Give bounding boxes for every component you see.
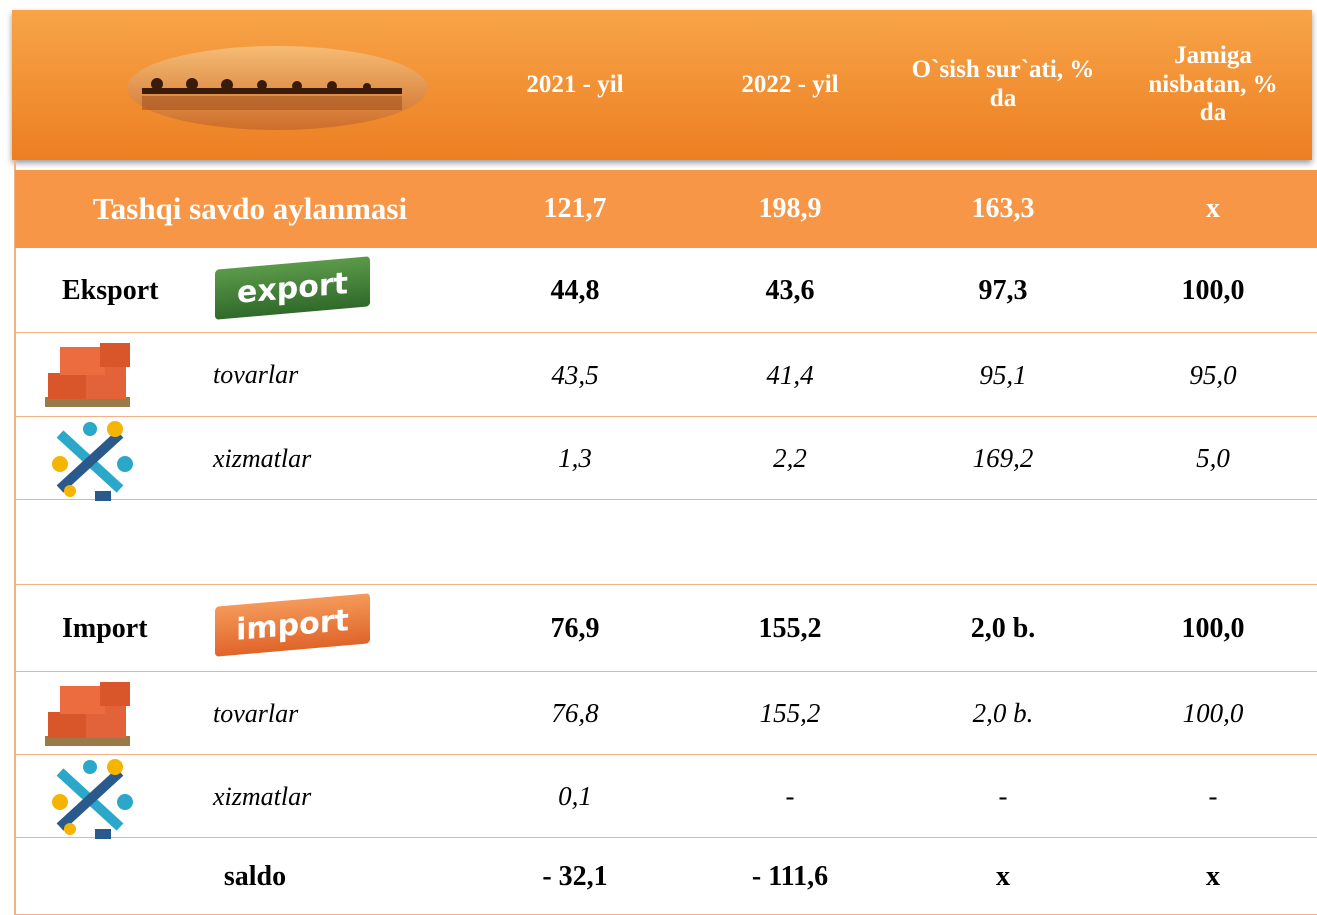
row-value: 198,9 [690,170,890,248]
row-value: 163,3 [903,170,1103,248]
row-value: 95,0 [1113,333,1313,417]
row-value: 2,0 b. [903,672,1103,755]
row-value: 95,1 [903,333,1103,417]
left-border [14,160,16,915]
row-value: 0,1 [475,755,675,838]
row-value: 100,0 [1113,672,1313,755]
row-value: 100,0 [1113,585,1313,672]
row-value: 97,3 [903,248,1103,333]
row-value: 100,0 [1113,248,1313,333]
tools-icon [40,419,140,502]
row-label: saldo [180,838,330,915]
boxes-icon [40,674,140,757]
row-label: tovarlar [195,333,355,417]
row-divider [15,584,1317,585]
page: 2021 - yil2022 - yilO`sish sur`ati, % da… [0,0,1317,915]
export-badge: export [215,256,370,320]
row-value: x [1113,838,1313,915]
row-value: 155,2 [690,672,890,755]
row-value: 76,9 [475,585,675,672]
row-label: tovarlar [195,672,355,755]
row-value: 43,6 [690,248,890,333]
row-value: 2,0 b. [903,585,1103,672]
row-value: 41,4 [690,333,890,417]
row-value: 169,2 [903,417,1103,500]
row-value: 155,2 [690,585,890,672]
import-badge: import [215,593,370,657]
row-value: x [903,838,1103,915]
row-value: - [903,755,1103,838]
row-label: Eksport [62,248,182,333]
row-value: 121,7 [475,170,675,248]
boxes-icon [40,335,140,419]
row-label: xizmatlar [195,755,355,838]
column-header: 2021 - yil [475,20,675,150]
row-label: Tashqi savdo aylanmasi [40,170,460,248]
column-header: O`sish sur`ati, % da [903,20,1103,150]
column-header: Jamiga nisbatan, % da [1148,20,1278,150]
row-label: xizmatlar [195,417,355,500]
row-value: - 32,1 [475,838,675,915]
row-value: x [1113,170,1313,248]
row-value: - [1113,755,1313,838]
row-value: 1,3 [475,417,675,500]
camel-image [122,40,432,135]
row-value: - 111,6 [690,838,890,915]
row-value: 5,0 [1113,417,1313,500]
row-value: 43,5 [475,333,675,417]
column-header: 2022 - yil [690,20,890,150]
row-value: - [690,755,890,838]
row-value: 2,2 [690,417,890,500]
row-value: 76,8 [475,672,675,755]
row-value: 44,8 [475,248,675,333]
tools-icon [40,757,140,840]
row-label: Import [62,585,182,672]
